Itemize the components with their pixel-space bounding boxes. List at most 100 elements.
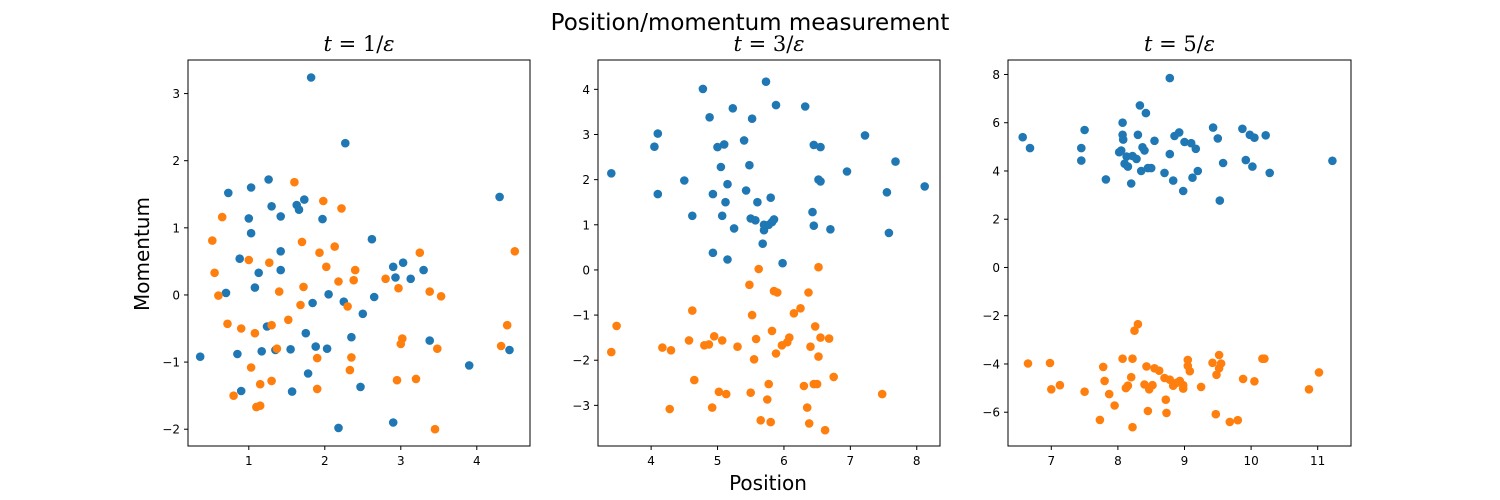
- data-point: [728, 104, 738, 113]
- data-point: [322, 344, 332, 354]
- data-point: [246, 363, 256, 372]
- data-point: [1168, 176, 1178, 185]
- data-point: [650, 142, 659, 151]
- y-tick-label: −2: [162, 423, 180, 437]
- data-point: [756, 416, 765, 425]
- y-tick-label: 2: [992, 213, 1000, 227]
- data-point: [425, 287, 435, 296]
- y-tick-label: 4: [992, 164, 1000, 178]
- data-point: [705, 113, 714, 122]
- data-point: [1178, 186, 1188, 196]
- data-point: [1095, 415, 1105, 425]
- data-point: [1025, 143, 1035, 153]
- data-point: [809, 140, 819, 150]
- data-point: [1077, 143, 1086, 153]
- data-point: [350, 265, 360, 275]
- data-point: [771, 349, 781, 358]
- data-point: [766, 417, 775, 427]
- x-tick-label: 7: [847, 454, 855, 468]
- data-point: [1080, 125, 1089, 135]
- data-point: [612, 321, 621, 331]
- data-point: [721, 197, 730, 207]
- y-tick-label: −3: [572, 399, 590, 413]
- data-point: [1174, 128, 1184, 137]
- data-point: [783, 337, 792, 347]
- subplot-1: t = 1/ε 1 2 3 4 −2 −1 0 1 2 3: [162, 32, 531, 468]
- data-point: [607, 169, 616, 178]
- data-point: [356, 382, 365, 392]
- data-point: [723, 255, 732, 264]
- data-point: [1165, 73, 1175, 83]
- y-axis-title: Momentum: [130, 197, 154, 311]
- y-tick-label: −1: [572, 309, 590, 323]
- data-point: [496, 341, 506, 351]
- data-point: [358, 309, 368, 319]
- data-point: [1116, 146, 1126, 155]
- data-point: [769, 215, 779, 224]
- data-point: [276, 265, 286, 275]
- data-point: [367, 234, 377, 244]
- data-point: [223, 319, 232, 329]
- data-point: [809, 221, 819, 230]
- data-point: [1180, 137, 1189, 147]
- data-point: [1130, 326, 1139, 336]
- data-point: [324, 290, 333, 299]
- data-point: [665, 404, 674, 414]
- data-point: [1191, 144, 1201, 154]
- data-point: [306, 73, 316, 82]
- data-point: [495, 192, 504, 202]
- data-point: [789, 309, 799, 318]
- data-point: [257, 347, 267, 356]
- data-point: [764, 379, 773, 389]
- data-point: [751, 216, 760, 225]
- data-point: [1212, 370, 1221, 380]
- series-1: [607, 77, 929, 268]
- data-point: [1055, 380, 1065, 390]
- y-tick-label: 0: [992, 261, 1000, 275]
- data-point: [1250, 133, 1259, 142]
- data-point: [747, 310, 757, 320]
- data-point: [267, 202, 276, 211]
- data-point: [708, 189, 718, 199]
- data-point: [217, 212, 227, 222]
- data-point: [820, 425, 830, 435]
- data-point: [411, 374, 421, 384]
- data-point: [709, 332, 719, 341]
- data-point: [707, 403, 717, 412]
- data-point: [315, 248, 324, 257]
- data-point: [287, 387, 297, 396]
- data-point: [312, 353, 322, 363]
- data-point: [1214, 350, 1224, 360]
- data-point: [767, 326, 777, 336]
- data-point: [653, 129, 663, 138]
- data-point: [1314, 368, 1324, 377]
- data-point: [1128, 354, 1137, 364]
- data-point: [425, 336, 435, 345]
- data-point: [296, 300, 305, 310]
- data-point: [1101, 175, 1111, 184]
- data-point: [749, 355, 759, 364]
- data-point: [236, 386, 246, 396]
- data-point: [1218, 158, 1228, 168]
- data-point: [747, 114, 757, 123]
- plot-frame: [1007, 59, 1352, 447]
- data-point: [322, 262, 331, 272]
- data-point: [1133, 319, 1143, 329]
- data-point: [1150, 136, 1159, 146]
- data-point: [799, 381, 809, 391]
- data-point: [246, 228, 256, 238]
- data-point: [1216, 359, 1226, 368]
- data-point: [276, 212, 286, 221]
- data-point: [391, 273, 400, 282]
- data-point: [816, 333, 825, 342]
- data-point: [369, 292, 379, 302]
- data-point: [1023, 359, 1033, 368]
- data-point: [464, 361, 474, 370]
- y-tick-label: −2: [572, 354, 590, 368]
- data-point: [1165, 149, 1175, 159]
- data-point: [502, 320, 512, 330]
- data-point: [698, 84, 708, 94]
- data-point: [739, 136, 749, 145]
- data-point: [1133, 130, 1143, 140]
